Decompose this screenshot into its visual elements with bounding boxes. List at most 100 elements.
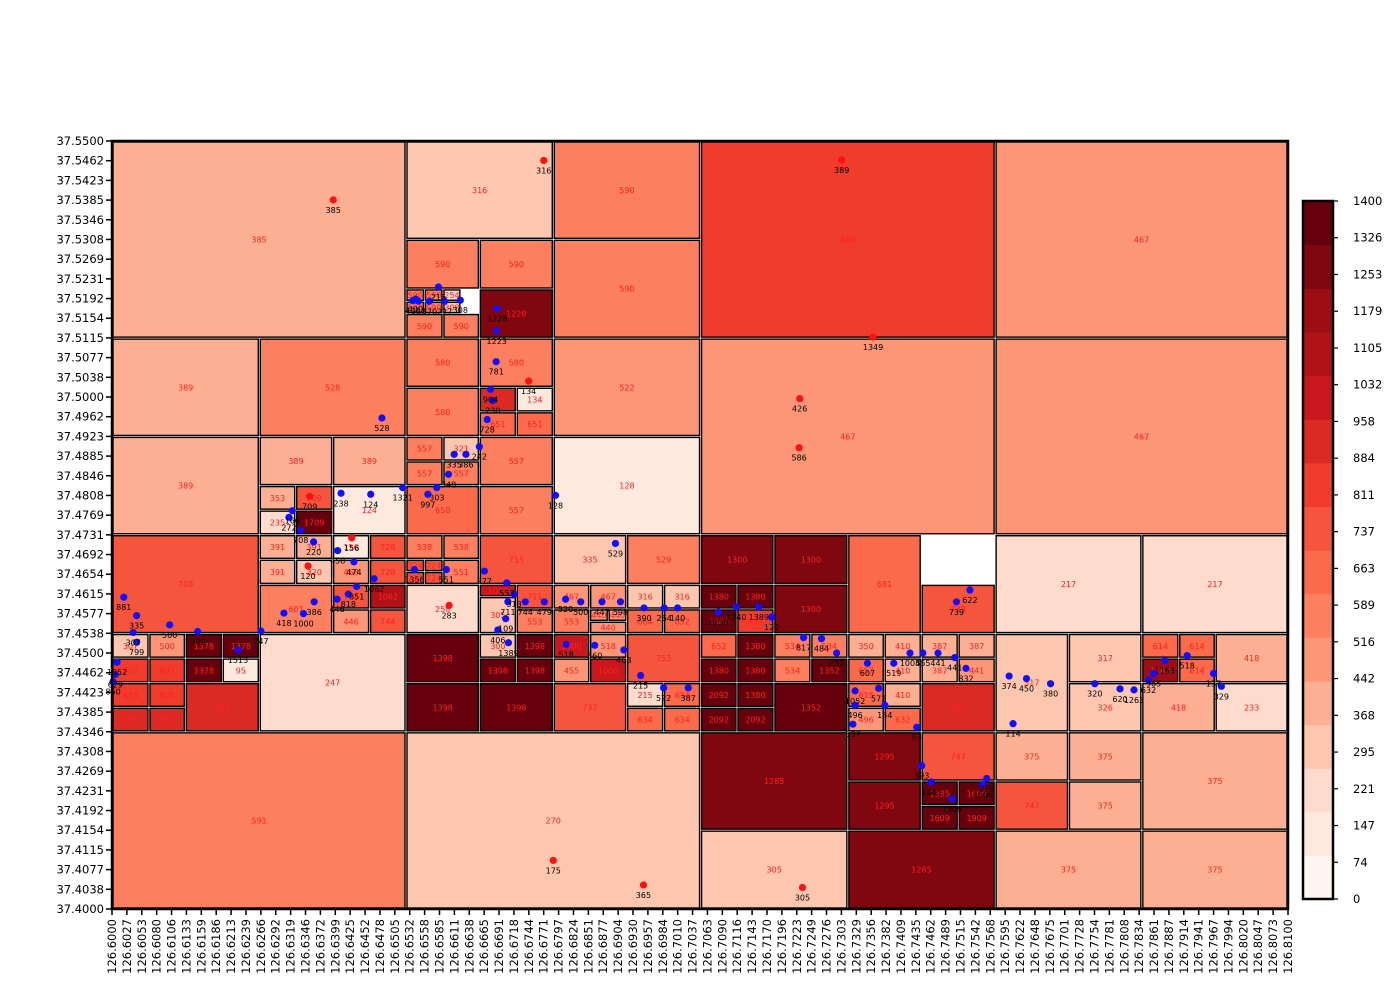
x-tick-label: 126.6718 bbox=[507, 919, 521, 974]
cell-value-label: 522 bbox=[619, 383, 634, 392]
cell-value-label: 375 bbox=[1098, 802, 1113, 811]
treemap-cell bbox=[700, 732, 848, 830]
blue-point bbox=[333, 595, 341, 603]
treemap-cell bbox=[995, 781, 1069, 830]
treemap-cell bbox=[516, 633, 553, 658]
treemap-cell bbox=[259, 633, 406, 732]
y-tick-label: 37.5462 bbox=[56, 154, 104, 168]
plot-frame bbox=[110, 139, 1290, 911]
treemap-cell bbox=[995, 535, 1142, 634]
treemap-cell bbox=[406, 461, 443, 486]
colorbar-tick-label: 0 bbox=[1353, 892, 1360, 906]
treemap-cell bbox=[516, 387, 553, 412]
cell-value-label: 534 bbox=[822, 642, 837, 651]
blue-point bbox=[434, 283, 443, 291]
cell-value-label: 1380 bbox=[709, 666, 729, 675]
blue-point bbox=[951, 654, 959, 662]
blue-point bbox=[562, 595, 570, 603]
cell-value-label: 590 bbox=[619, 285, 634, 294]
cell-value-label: 822 bbox=[748, 617, 763, 626]
colorbar-tick-label: 958 bbox=[1353, 414, 1375, 428]
blue-point bbox=[353, 582, 361, 591]
treemap-cell bbox=[479, 436, 553, 486]
treemap-cell bbox=[700, 141, 995, 338]
cell-value-label: 528 bbox=[325, 383, 340, 392]
blue-point-label: 1389 bbox=[749, 613, 769, 622]
cell-value-label: 650 bbox=[435, 506, 450, 515]
cell-value-label: 1378 bbox=[194, 642, 214, 651]
blue-point-label: 418 bbox=[276, 619, 291, 628]
blue-point bbox=[299, 609, 308, 618]
cell-value-label: 441 bbox=[969, 666, 984, 675]
treemap-cell bbox=[848, 781, 921, 830]
blue-point-label: 348 bbox=[441, 480, 456, 489]
x-tick-label: 126.6665 bbox=[477, 919, 491, 974]
x-tick-label: 126.6532 bbox=[403, 919, 417, 974]
cell-value-label: 458 bbox=[343, 568, 358, 577]
cell-value-label: 1163 bbox=[1150, 666, 1170, 675]
blue-point bbox=[378, 414, 386, 422]
cell-value-label: 739 bbox=[951, 605, 966, 614]
y-tick-label: 37.4462 bbox=[56, 666, 104, 680]
x-tick-label: 126.7223 bbox=[790, 919, 804, 974]
x-tick-label: 126.6027 bbox=[120, 919, 134, 974]
colorbar-tick-label: 1400 bbox=[1353, 194, 1382, 208]
cell-value-label: 557 bbox=[417, 445, 432, 454]
cell-value-label: 389 bbox=[178, 383, 193, 392]
treemap-cell bbox=[443, 535, 480, 560]
red-point bbox=[795, 444, 803, 452]
cell-value-label: 307 bbox=[123, 642, 138, 651]
treemap-cell bbox=[369, 584, 406, 609]
cell-value-label: 391 bbox=[270, 543, 285, 552]
x-tick-label: 126.7489 bbox=[939, 919, 953, 974]
blue-point-label: 1240 bbox=[726, 613, 746, 622]
y-tick-label: 37.4808 bbox=[56, 488, 104, 502]
blue-point bbox=[620, 646, 628, 654]
x-tick-label: 126.7861 bbox=[1147, 919, 1161, 974]
colorbar-tick-label: 884 bbox=[1353, 451, 1375, 465]
blue-point bbox=[906, 649, 914, 657]
y-tick-label: 37.5385 bbox=[56, 193, 104, 207]
x-tick-label: 126.7196 bbox=[775, 919, 789, 974]
y-tick-label: 37.4038 bbox=[56, 882, 104, 896]
treemap-cell bbox=[295, 535, 333, 560]
cell-value-label: 534 bbox=[785, 666, 800, 675]
cell-value-label: 1709 bbox=[304, 518, 324, 527]
blue-point-label: 360 bbox=[411, 307, 426, 316]
y-tick-label: 37.5192 bbox=[56, 292, 104, 306]
blue-point-label: 781 bbox=[489, 368, 504, 377]
x-tick-label: 126.6053 bbox=[135, 919, 149, 974]
cell-value-label: 467 bbox=[840, 432, 855, 441]
cell-value-label: 217 bbox=[1207, 580, 1222, 589]
x-tick-label: 126.6691 bbox=[492, 919, 506, 974]
blue-point bbox=[399, 484, 407, 492]
cell-value-label: 632 bbox=[895, 716, 910, 725]
cell-value-label: 440 bbox=[610, 611, 625, 620]
x-tick-label: 126.7728 bbox=[1073, 919, 1087, 974]
colorbar-segment bbox=[1303, 288, 1333, 333]
cell-value-label: 634 bbox=[637, 716, 652, 725]
cell-value-label: 614 bbox=[1153, 642, 1168, 651]
colorbar-frame bbox=[1301, 199, 1335, 901]
cell-value-label: 467 bbox=[601, 593, 616, 602]
cell-value-label: 1385 bbox=[930, 789, 950, 798]
treemap-cell bbox=[516, 658, 553, 683]
treemap-cell bbox=[700, 338, 995, 535]
x-tick-label: 126.8073 bbox=[1266, 919, 1280, 974]
blue-point-label: 166 bbox=[285, 517, 300, 526]
blue-point-label: 370 bbox=[422, 307, 437, 316]
treemap-cell bbox=[1142, 535, 1288, 634]
x-tick-label: 126.7648 bbox=[1028, 919, 1042, 974]
red-point-label: 316 bbox=[536, 166, 551, 175]
blue-point bbox=[510, 590, 518, 598]
blue-point-label: 307 bbox=[126, 639, 141, 648]
colorbar-segment bbox=[1303, 462, 1333, 507]
blue-point-label: 114 bbox=[1005, 730, 1020, 739]
treemap-cell bbox=[553, 609, 590, 634]
cell-value-label: 708 bbox=[178, 580, 193, 589]
x-tick-label: 126.7276 bbox=[820, 919, 834, 974]
blue-point bbox=[297, 526, 305, 534]
treemap-cell bbox=[921, 658, 958, 683]
cell-value-label: 753 bbox=[656, 654, 671, 663]
cell-value-label: 1380 bbox=[709, 593, 729, 602]
